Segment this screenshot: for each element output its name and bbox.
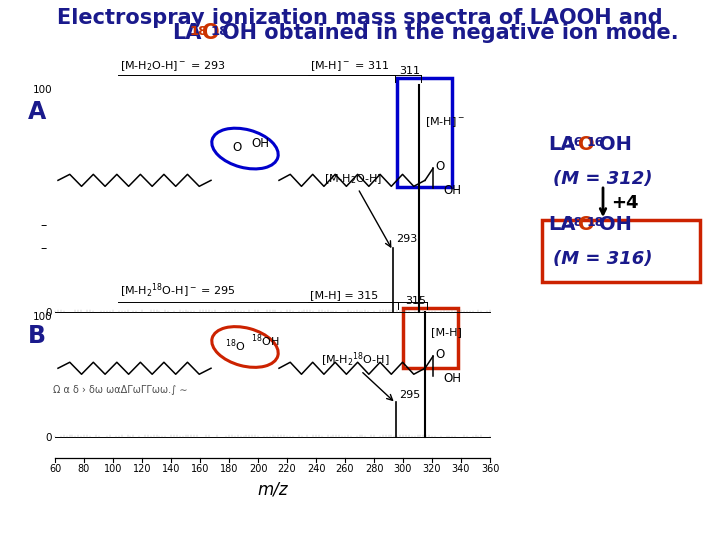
Text: 18: 18 xyxy=(566,216,583,229)
Text: 160: 160 xyxy=(191,464,210,474)
Text: O: O xyxy=(202,23,219,43)
Text: [M-H] = 315: [M-H] = 315 xyxy=(310,290,378,300)
Text: O: O xyxy=(578,215,595,234)
Text: LA: LA xyxy=(548,215,575,234)
Text: 315: 315 xyxy=(405,296,426,306)
Text: 16: 16 xyxy=(587,136,604,149)
Text: O: O xyxy=(435,348,444,361)
Text: 60: 60 xyxy=(49,464,61,474)
Bar xyxy=(402,308,458,368)
Text: 80: 80 xyxy=(78,464,90,474)
Text: –: – xyxy=(41,219,47,232)
Text: Ω α δ › δω ωαΔΓωΓΓωω.∫ ∼: Ω α δ › δω ωαΔΓωΓΓωω.∫ ∼ xyxy=(53,385,187,395)
Text: 360: 360 xyxy=(481,464,499,474)
Text: 120: 120 xyxy=(132,464,151,474)
Text: B: B xyxy=(28,324,46,348)
Text: 300: 300 xyxy=(394,464,412,474)
Bar xyxy=(542,220,700,282)
Text: [M-H$_2$$^{18}$O-H]: [M-H$_2$$^{18}$O-H] xyxy=(321,350,390,369)
Text: +4: +4 xyxy=(611,194,639,212)
Text: 340: 340 xyxy=(452,464,470,474)
Text: 140: 140 xyxy=(162,464,180,474)
Text: 311: 311 xyxy=(399,66,420,76)
Text: (M = 316): (M = 316) xyxy=(553,250,652,268)
Text: O: O xyxy=(233,141,242,154)
Text: 220: 220 xyxy=(278,464,297,474)
Text: A: A xyxy=(28,100,46,124)
Text: OH: OH xyxy=(443,372,461,384)
Text: 280: 280 xyxy=(365,464,383,474)
Text: 16: 16 xyxy=(566,136,583,149)
Text: OH: OH xyxy=(443,184,461,197)
Text: [M-H$_2$O-H]$^-$ = 293: [M-H$_2$O-H]$^-$ = 293 xyxy=(120,59,225,73)
Text: 18: 18 xyxy=(210,25,229,38)
Text: LA: LA xyxy=(548,135,575,154)
Text: 295: 295 xyxy=(399,389,420,400)
Text: O: O xyxy=(578,135,595,154)
Text: m/z: m/z xyxy=(257,480,288,498)
Text: [M-H$_2$O-H]: [M-H$_2$O-H] xyxy=(324,173,382,186)
Text: 100: 100 xyxy=(104,464,122,474)
Text: [M-H$_2$$^{18}$O-H]$^-$ = 295: [M-H$_2$$^{18}$O-H]$^-$ = 295 xyxy=(120,281,235,300)
Text: (M = 312): (M = 312) xyxy=(553,170,652,188)
Text: 240: 240 xyxy=(307,464,325,474)
Text: $^{18}$OH: $^{18}$OH xyxy=(251,333,279,349)
Text: [M-H]: [M-H] xyxy=(431,327,462,338)
Text: 293: 293 xyxy=(396,234,417,244)
Bar xyxy=(397,78,452,187)
Text: 0: 0 xyxy=(45,433,52,443)
Text: 18: 18 xyxy=(587,216,604,229)
Text: [M-H]$^-$: [M-H]$^-$ xyxy=(425,115,465,129)
Text: OH: OH xyxy=(599,215,632,234)
Text: 180: 180 xyxy=(220,464,238,474)
Text: 100: 100 xyxy=(32,85,52,95)
Text: 200: 200 xyxy=(248,464,267,474)
Text: LA: LA xyxy=(172,23,202,43)
Text: 0: 0 xyxy=(45,308,52,318)
Text: [M-H]$^-$ = 311: [M-H]$^-$ = 311 xyxy=(310,59,389,73)
Text: $^{18}$O: $^{18}$O xyxy=(225,338,246,354)
Text: OH obtained in the negative ion mode.: OH obtained in the negative ion mode. xyxy=(222,23,679,43)
Text: OH: OH xyxy=(599,135,632,154)
Text: O: O xyxy=(435,160,444,173)
Text: –: – xyxy=(41,242,47,255)
Text: Electrospray ionization mass spectra of LAOOH and: Electrospray ionization mass spectra of … xyxy=(57,8,663,28)
Text: 320: 320 xyxy=(423,464,441,474)
Text: 100: 100 xyxy=(32,312,52,322)
Text: 18: 18 xyxy=(189,25,208,38)
Text: 260: 260 xyxy=(336,464,354,474)
Text: OH: OH xyxy=(251,137,269,150)
